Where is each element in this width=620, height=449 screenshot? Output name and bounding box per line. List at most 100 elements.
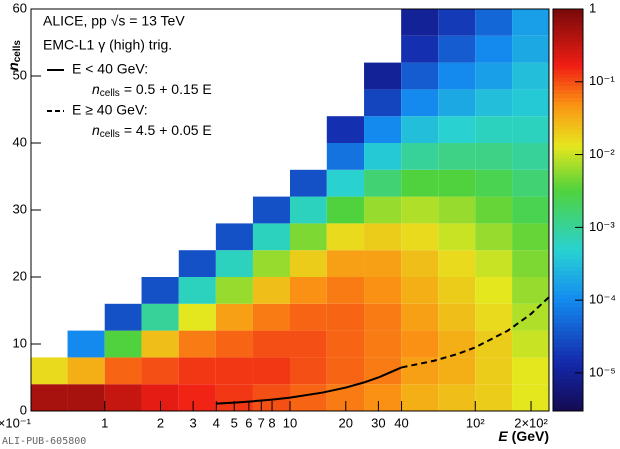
heatmap-cell — [104, 303, 142, 331]
colorbar-step — [553, 382, 583, 388]
heatmap-cell — [290, 196, 327, 224]
heatmap-cell — [512, 277, 549, 304]
heatmap-cell — [401, 196, 439, 224]
heatmap-cell — [475, 143, 513, 170]
heatmap-cell — [401, 223, 439, 251]
x-tick-label: 5 — [231, 415, 238, 430]
colorbar-step — [553, 161, 583, 167]
heatmap-cell — [290, 357, 327, 385]
heatmap-cell — [252, 277, 290, 304]
colorbar-step — [553, 210, 583, 215]
x-tick-label: 1 — [101, 415, 108, 430]
heatmap-cell — [290, 277, 327, 304]
heatmap-cell — [475, 277, 513, 304]
colorbar-step — [553, 246, 583, 251]
heatmap-cell — [438, 9, 476, 36]
heatmap-cell — [326, 223, 365, 251]
heatmap-cell — [401, 384, 439, 411]
heatmap-cell — [475, 35, 513, 63]
heatmap-cell — [290, 250, 327, 277]
heatmap-cell — [326, 277, 365, 304]
colorbar-step — [553, 242, 583, 247]
colorbar-step — [553, 149, 583, 155]
heatmap-cell — [401, 62, 439, 90]
heatmap-cell — [401, 89, 439, 117]
colorbar-step — [553, 358, 583, 364]
colorbar-step — [553, 21, 583, 26]
heatmap-cell — [475, 223, 513, 251]
colorbar-step — [553, 133, 583, 139]
heatmap-cell — [438, 277, 476, 304]
colorbar-step — [553, 338, 583, 344]
colorbar-step — [553, 45, 583, 50]
colorbar-step — [553, 201, 583, 207]
colorbar-step — [553, 298, 583, 303]
heatmap-cell — [326, 196, 365, 224]
colorbar-step — [553, 13, 583, 18]
heatmap-cell — [290, 330, 327, 358]
x-tick-label: 6 — [245, 415, 252, 430]
heatmap-cell — [475, 116, 513, 143]
heatmap-cell — [364, 116, 402, 143]
colorbar-step — [553, 350, 583, 356]
heatmap-cell — [475, 89, 513, 117]
legend-formula: ncells = 4.5 + 0.05 E — [92, 122, 212, 140]
y-tick-label: 50 — [13, 67, 27, 82]
heatmap-cell — [67, 330, 105, 358]
colorbar-step — [553, 141, 583, 147]
colorbar-step — [553, 326, 583, 332]
colorbar-step — [553, 250, 583, 255]
colorbar-step — [553, 49, 583, 54]
colorbar-step — [553, 306, 583, 311]
heatmap-cell — [178, 384, 216, 411]
colorbar-step — [553, 354, 583, 360]
heatmap-cell — [326, 143, 365, 170]
heatmap-cell — [290, 303, 327, 331]
colorbar-step — [553, 101, 583, 106]
x-tick-label: 3 — [190, 415, 197, 430]
heatmap-cell — [475, 9, 513, 36]
heatmap-cell — [438, 143, 476, 170]
colorbar-step — [553, 73, 583, 78]
x-tick-label: 20 — [339, 415, 353, 430]
colorbar-step — [553, 65, 583, 70]
colorbar — [553, 9, 583, 412]
colorbar-step — [553, 33, 583, 38]
colorbar-step — [553, 153, 583, 159]
heatmap-cell — [438, 169, 476, 197]
heatmap-cell — [364, 196, 402, 224]
heatmap-cell — [252, 303, 290, 331]
x-symbol: E — [498, 428, 508, 444]
colorbar-step — [553, 53, 583, 58]
colorbar-step — [553, 145, 583, 151]
heatmap-cell — [475, 303, 513, 331]
colorbar-step — [553, 378, 583, 384]
heatmap-cell — [401, 169, 439, 197]
y-subscript: cells — [12, 40, 23, 63]
colorbar-step — [553, 125, 583, 131]
heatmap-cell — [401, 143, 439, 170]
watermark: ALI-PUB-605800 — [2, 436, 86, 447]
header: EMC-L1 γ (high) trig. — [43, 37, 172, 53]
heatmap-cell — [215, 250, 253, 277]
colorbar-step — [553, 89, 583, 94]
colorbar-step — [553, 61, 583, 66]
heatmap-cell — [141, 277, 179, 304]
colorbar-step — [553, 41, 583, 46]
colorbar-step — [553, 374, 583, 380]
colorbar-step — [553, 165, 583, 171]
formula-subscript: cells — [100, 88, 120, 99]
colorbar-frame — [552, 8, 584, 412]
y-tick-label: 20 — [13, 268, 27, 283]
colorbar-step — [553, 278, 583, 283]
heatmap-cell — [475, 250, 513, 277]
x-tick-label: 4×10⁻¹ — [0, 415, 32, 430]
y-symbol: n — [5, 62, 21, 71]
heatmap-cell — [252, 250, 290, 277]
heatmap-cell — [475, 384, 513, 411]
colorbar-step — [553, 262, 583, 267]
heatmap-cell — [326, 169, 365, 197]
colorbar-step — [553, 193, 583, 199]
heatmap-cell — [67, 384, 105, 411]
heatmap-cell — [326, 357, 365, 385]
